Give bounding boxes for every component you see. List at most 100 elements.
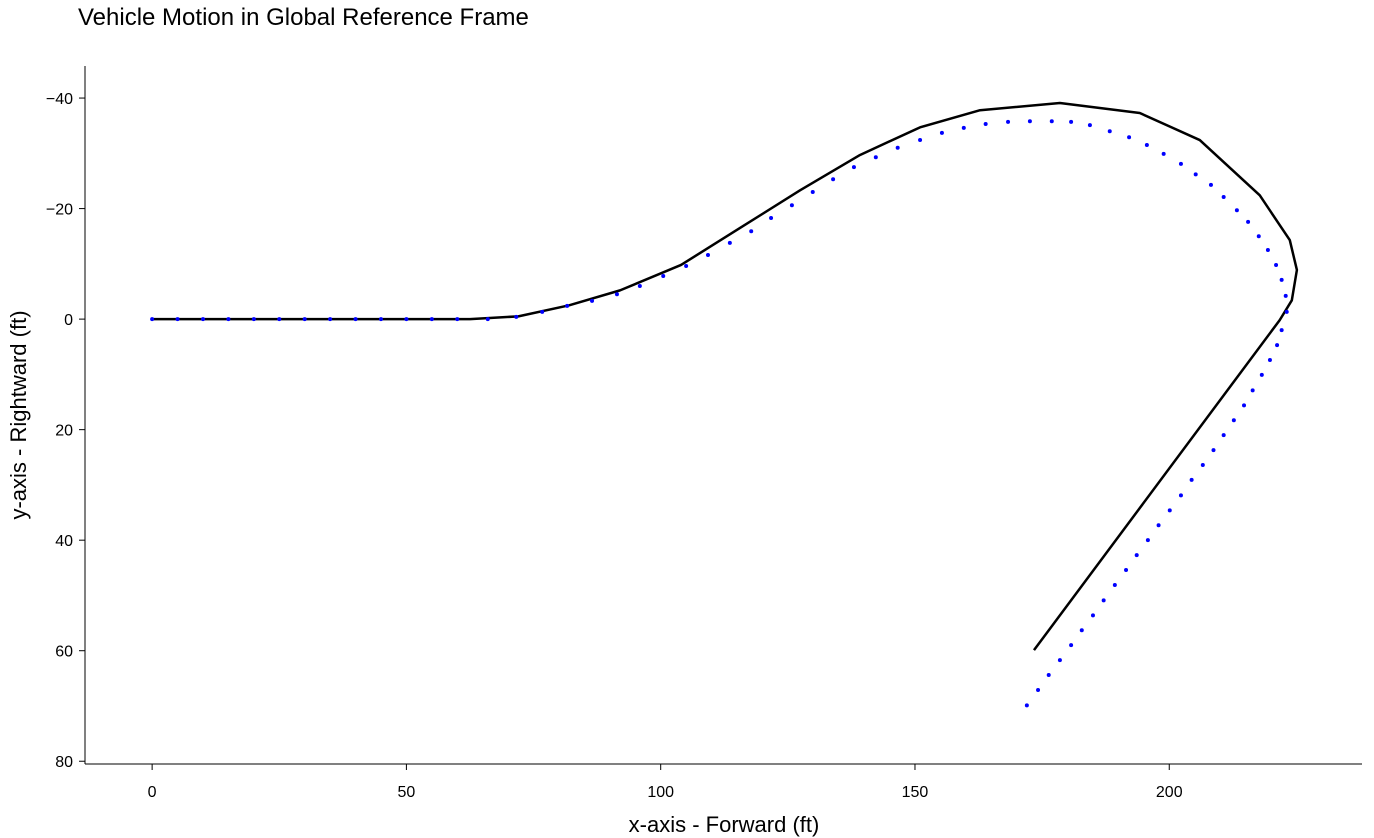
data-point [1250, 388, 1255, 393]
data-point [1211, 448, 1216, 453]
data-point [749, 229, 754, 234]
data-point [918, 138, 923, 143]
data-point [251, 317, 256, 322]
data-point [429, 317, 434, 322]
data-point [895, 145, 900, 150]
y-tick-label: −20 [46, 202, 73, 219]
data-point [1208, 182, 1213, 187]
data-point [769, 215, 774, 220]
data-point [1145, 538, 1150, 543]
data-point [873, 155, 878, 160]
data-point [1283, 293, 1288, 298]
data-point [565, 303, 570, 308]
x-axis-label: x-axis - Forward (ft) [629, 812, 820, 837]
data-point [1024, 703, 1029, 708]
data-point [1057, 658, 1062, 663]
data-point [590, 298, 595, 303]
data-point [1221, 194, 1226, 199]
data-point [1036, 687, 1041, 692]
data-point [226, 317, 231, 322]
data-point [1231, 418, 1236, 423]
data-point [705, 253, 710, 258]
data-point [1284, 309, 1289, 314]
chart-title: Vehicle Motion in Global Reference Frame [78, 4, 529, 31]
data-point [1156, 523, 1161, 528]
y-tick-label: 40 [55, 533, 73, 550]
data-point [1178, 493, 1183, 498]
data-point [1178, 161, 1183, 166]
data-point [1069, 119, 1074, 124]
data-point [1161, 151, 1166, 156]
data-point [851, 165, 856, 170]
data-point [1079, 628, 1084, 633]
data-point [200, 317, 205, 322]
data-point [1246, 219, 1251, 224]
y-tick-label: 0 [64, 312, 73, 329]
data-point [1259, 372, 1264, 377]
data-point [1256, 234, 1261, 239]
data-point [302, 317, 307, 322]
y-axis-label: y-axis - Rightward (ft) [6, 310, 31, 519]
data-point [353, 317, 358, 322]
data-point [1267, 358, 1272, 363]
data-point [1069, 643, 1074, 648]
data-point [727, 240, 732, 245]
data-point [1242, 403, 1247, 408]
data-point [637, 283, 642, 288]
x-tick-label: 200 [1156, 784, 1183, 801]
data-point [1189, 477, 1194, 482]
y-tick-label: 80 [55, 754, 73, 771]
data-point [1279, 328, 1284, 333]
data-point [1193, 172, 1198, 177]
data-point [1274, 262, 1279, 267]
y-tick-label: 20 [55, 423, 73, 440]
data-point [939, 130, 944, 135]
data-point [1234, 208, 1239, 213]
data-point [789, 203, 794, 208]
data-point [485, 317, 490, 322]
data-point [514, 314, 519, 319]
data-point [1006, 119, 1011, 124]
data-point [1046, 673, 1051, 678]
data-point [810, 190, 815, 195]
data-point [661, 274, 666, 279]
x-tick-label: 0 [148, 784, 157, 801]
data-point [1087, 123, 1092, 128]
data-point [614, 292, 619, 297]
data-point [1200, 463, 1205, 468]
data-point [1127, 135, 1132, 140]
data-point [378, 317, 383, 322]
data-point [1265, 248, 1270, 253]
data-point [150, 317, 155, 322]
trajectory-line [152, 101, 1299, 651]
data-point [1049, 119, 1054, 124]
x-tick-label: 150 [902, 784, 929, 801]
data-point [1144, 143, 1149, 148]
data-point [1112, 582, 1117, 587]
data-point [404, 317, 409, 322]
data-point [1090, 613, 1095, 618]
data-point [1134, 553, 1139, 558]
y-tick-label: −40 [46, 91, 73, 108]
data-point [455, 317, 460, 322]
data-point [1275, 343, 1280, 348]
data-point [1167, 508, 1172, 513]
data-point [1101, 598, 1106, 603]
y-tick-label: 60 [55, 644, 73, 661]
x-tick-label: 50 [398, 784, 416, 801]
data-point [831, 177, 836, 182]
data-point [175, 317, 180, 322]
data-point [684, 264, 689, 269]
x-tick-label: 100 [647, 784, 674, 801]
data-point [1221, 433, 1226, 438]
data-point [1279, 277, 1284, 282]
data-point [277, 317, 282, 322]
data-point [983, 122, 988, 127]
data-point [961, 125, 966, 130]
data-point [540, 309, 545, 314]
data-point [1027, 119, 1032, 124]
data-point [328, 317, 333, 322]
data-point [1124, 568, 1129, 573]
data-point [1107, 129, 1112, 134]
